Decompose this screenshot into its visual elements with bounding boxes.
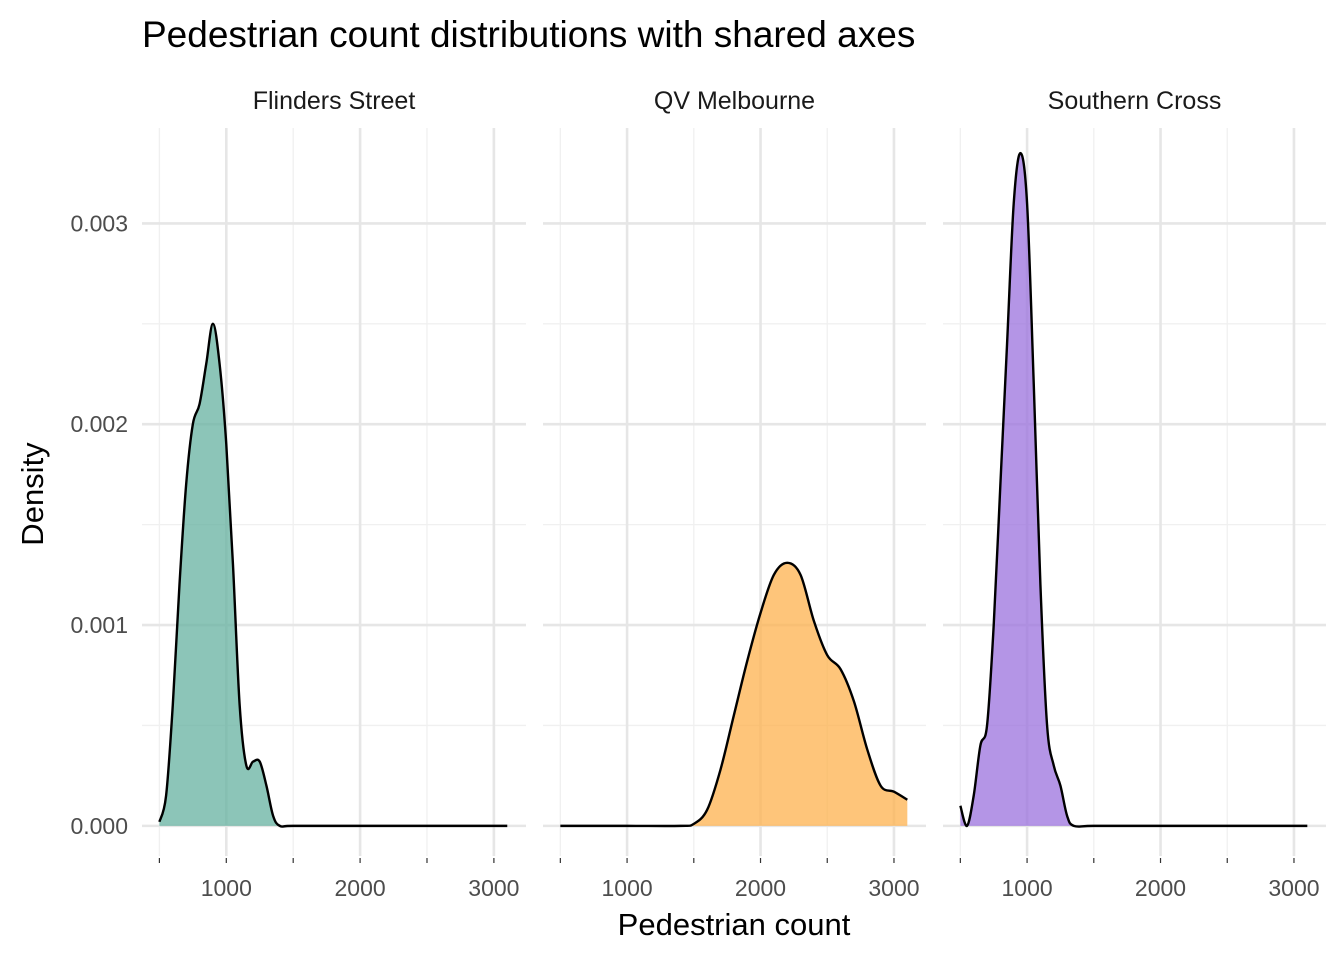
x-tick-label: 1000: [601, 875, 652, 901]
density-area: [560, 562, 908, 827]
density-line: [959, 151, 1308, 828]
facet-strip-label: Southern Cross: [1048, 87, 1222, 115]
x-tick-label: 3000: [1268, 875, 1319, 901]
x-axis-title: Pedestrian count: [618, 907, 851, 942]
density-marks: [158, 151, 1308, 828]
facet-strip-label: Flinders Street: [253, 87, 416, 115]
density-area: [159, 323, 508, 827]
x-tick-label: 2000: [735, 875, 786, 901]
density-line: [158, 322, 508, 828]
density-line: [560, 561, 908, 828]
x-tick-label: 3000: [468, 875, 519, 901]
y-axis-title: Density: [15, 442, 50, 546]
y-tick-label: 0.000: [70, 813, 128, 839]
x-tick-label: 3000: [868, 875, 919, 901]
x-tick-label: 1000: [1001, 875, 1052, 901]
facet-strip-label: QV Melbourne: [654, 87, 815, 115]
y-tick-label: 0.003: [70, 210, 128, 236]
x-tick-label: 2000: [1135, 875, 1186, 901]
y-tick-label: 0.002: [70, 411, 128, 437]
chart-title: Pedestrian count distributions with shar…: [142, 14, 915, 55]
x-tick-label: 1000: [201, 875, 252, 901]
y-tick-label: 0.001: [70, 612, 128, 638]
grid-layer: [142, 128, 1326, 856]
x-tick-label: 2000: [335, 875, 386, 901]
axis-labels: 1000 2000 3000 Flinders Street 1000 2000 3000 Q…: [70, 87, 1319, 901]
density-area: [960, 153, 1308, 827]
